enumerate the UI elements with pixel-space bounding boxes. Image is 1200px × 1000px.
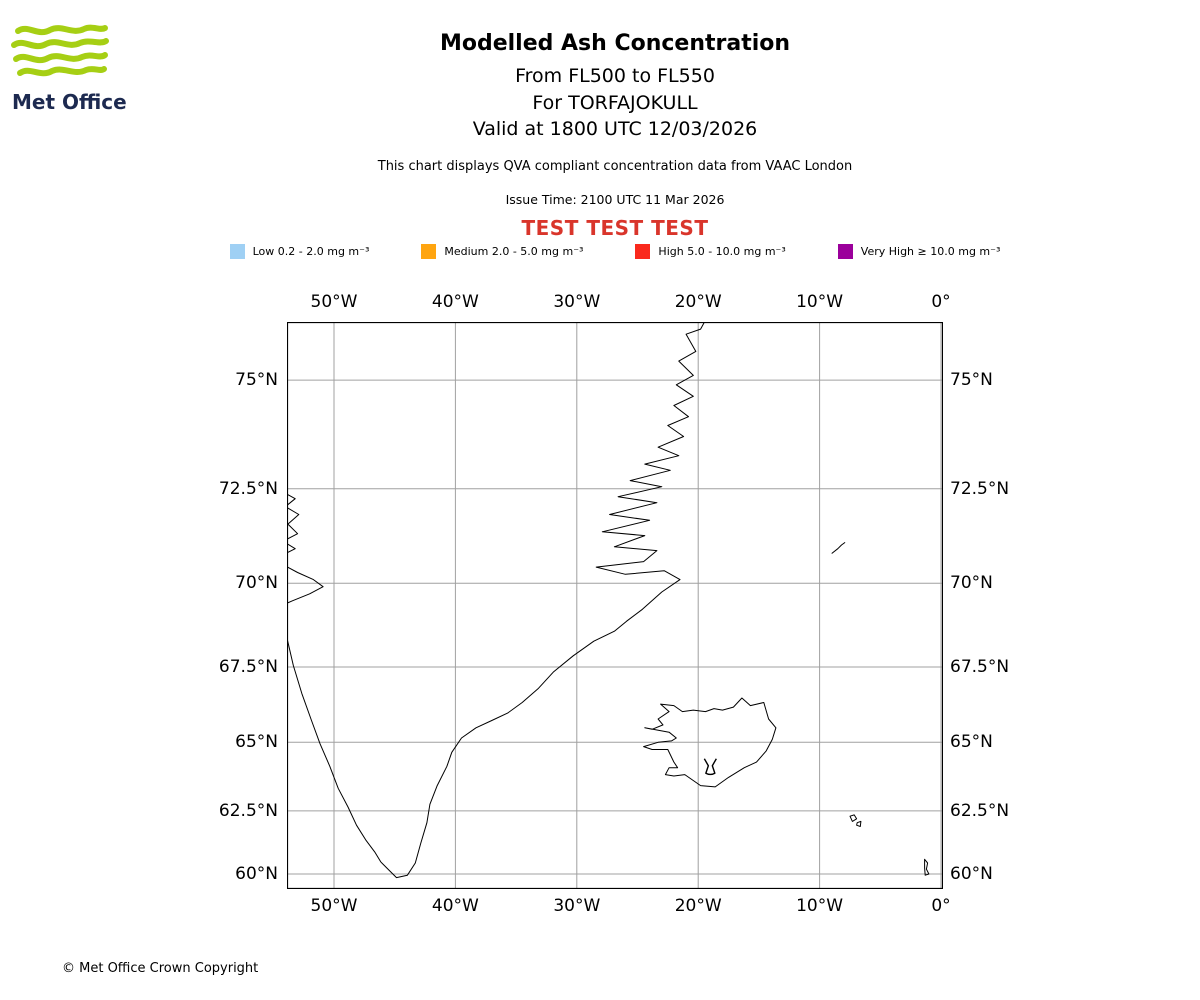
map-svg [286,321,944,890]
legend-swatch-high [635,244,651,259]
logo-waves-icon [11,24,109,77]
legend: Low 0.2 - 2.0 mg m⁻³ Medium 2.0 - 5.0 mg… [30,244,1200,259]
y-tick-right: 60°N [950,864,993,884]
subtitle-flight-levels: From FL500 to FL550 [515,65,715,87]
y-tick-left: 60°N [235,864,278,884]
x-tick-bottom: 0° [931,896,951,916]
x-tick-bottom: 10°W [796,896,844,916]
x-tick-top: 30°W [553,292,601,312]
map [286,321,944,890]
coastline [287,566,324,604]
coastline [831,541,846,554]
y-tick-right: 67.5°N [950,656,1010,677]
y-tick-left: 62.5°N [218,800,278,821]
subtitle-volcano: For TORFAJOKULL [532,92,698,114]
legend-item-high: High 5.0 - 10.0 mg m⁻³ [635,244,786,259]
y-tick-left: 75°N [235,370,278,391]
legend-item-medium: Medium 2.0 - 5.0 mg m⁻³ [421,244,583,259]
disclaimer-text: This chart displays QVA compliant concen… [377,159,853,174]
legend-swatch-medium [421,244,437,259]
copyright-text: © Met Office Crown Copyright [62,961,259,976]
issue-time: Issue Time: 2100 UTC 11 Mar 2026 [505,192,725,207]
y-tick-left: 72.5°N [218,478,278,499]
legend-swatch-low [229,244,245,259]
legend-label-medium: Medium 2.0 - 5.0 mg m⁻³ [444,245,584,258]
x-tick-top: 10°W [796,292,844,312]
test-banner: TEST TEST TEST [521,216,709,240]
coastline [849,814,858,822]
x-tick-top: 50°W [310,292,358,312]
x-tick-top: 40°W [431,292,479,312]
coastline [643,697,777,788]
coastline [924,858,930,876]
y-tick-left: 70°N [235,573,278,594]
coastline [287,493,300,554]
y-tick-right: 62.5°N [950,800,1010,821]
coastline [856,820,862,827]
met-office-logo [10,22,120,88]
legend-label-high: High 5.0 - 10.0 mg m⁻³ [658,245,786,258]
page-title: Modelled Ash Concentration [439,31,791,56]
x-tick-bottom: 30°W [553,896,601,916]
y-tick-right: 72.5°N [950,478,1010,499]
y-tick-right: 65°N [950,732,993,753]
logo-wordmark: Met Office [12,90,127,114]
map-frame [286,321,944,890]
legend-label-very-high: Very High ≥ 10.0 mg m⁻³ [860,245,1001,258]
y-tick-left: 67.5°N [218,656,278,677]
legend-swatch-very-high [837,244,853,259]
legend-label-low: Low 0.2 - 2.0 mg m⁻³ [252,245,370,258]
x-tick-bottom: 40°W [431,896,479,916]
volcano-marker [703,758,717,776]
x-tick-bottom: 50°W [310,896,358,916]
y-tick-left: 65°N [235,732,278,753]
x-tick-top: 20°W [674,292,722,312]
x-tick-bottom: 20°W [674,896,722,916]
coastline [287,322,706,879]
y-tick-right: 70°N [950,573,993,594]
legend-item-very-high: Very High ≥ 10.0 mg m⁻³ [837,244,1001,259]
x-tick-top: 0° [931,292,951,312]
subtitle-valid-time: Valid at 1800 UTC 12/03/2026 [472,118,758,140]
legend-item-low: Low 0.2 - 2.0 mg m⁻³ [229,244,370,259]
y-tick-right: 75°N [950,370,993,391]
